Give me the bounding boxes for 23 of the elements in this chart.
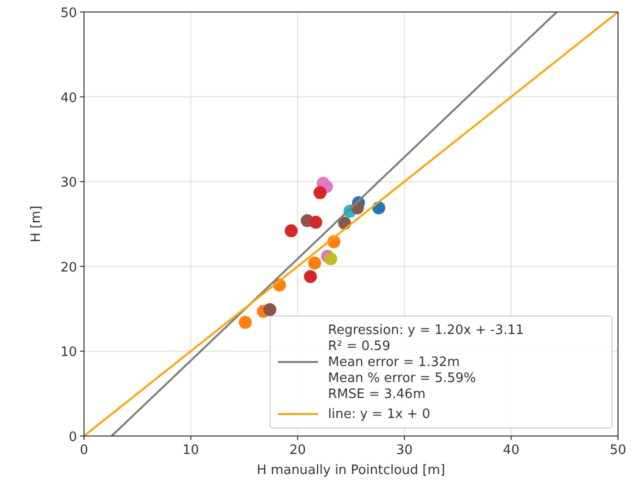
point — [308, 256, 322, 270]
y-tick-label: 40 — [60, 90, 77, 106]
x-tick-label: 10 — [182, 443, 200, 458]
y-tick-label: 30 — [60, 176, 77, 191]
y-axis-title: H [m] — [29, 206, 44, 242]
point — [324, 252, 338, 266]
point — [304, 270, 317, 284]
point — [309, 216, 322, 229]
legend-label: line: y = 1x + 0 — [328, 407, 430, 422]
point — [238, 316, 252, 329]
y-tick-label: 10 — [60, 345, 77, 360]
x-tick-label: 30 — [396, 443, 413, 458]
point — [284, 224, 298, 238]
y-tick-label: 50 — [60, 6, 77, 21]
x-tick-label: 50 — [610, 443, 626, 458]
y-tick-label: 20 — [60, 260, 77, 276]
y-tick-label: 0 — [68, 430, 77, 445]
x-tick-label: 40 — [502, 443, 520, 458]
point — [263, 303, 276, 316]
x-axis-title: H manually in Pointcloud [m] — [256, 463, 446, 478]
x-tick-label: 20 — [289, 443, 306, 458]
point — [314, 186, 327, 200]
x-tick-label: 0 — [80, 443, 88, 458]
